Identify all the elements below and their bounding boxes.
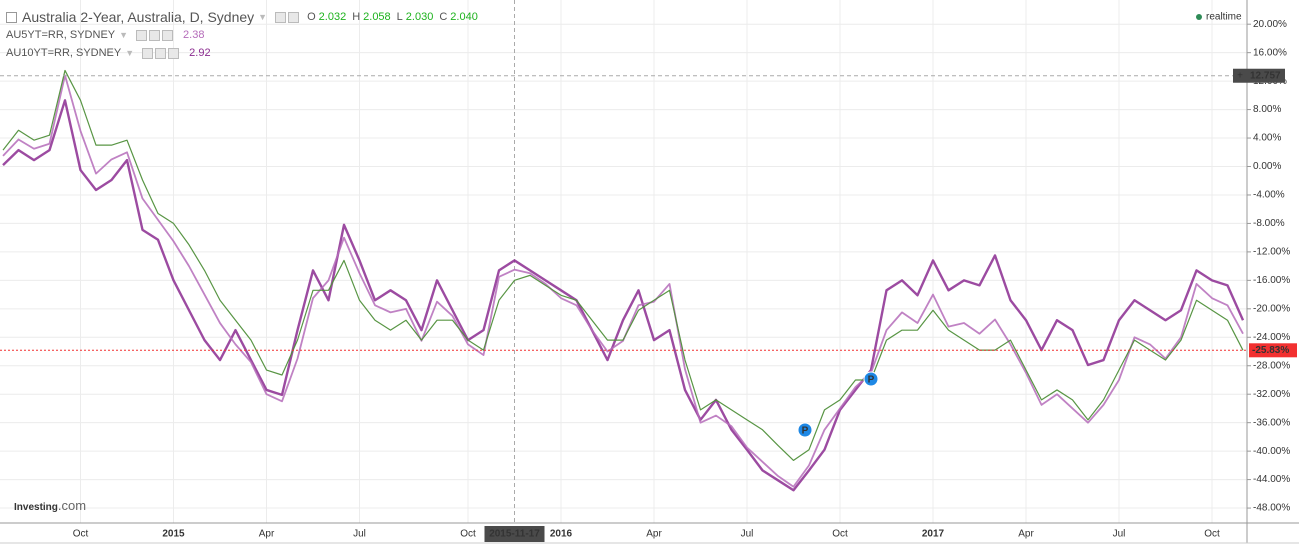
crosshair-x-label: 2015-11-17: [489, 529, 540, 540]
y-tick-label: 4.00%: [1253, 133, 1281, 144]
legend-row: Australia 2-Year, Australia, D, Sydney ▼ O…: [6, 8, 478, 26]
x-tick-label: Apr: [259, 529, 275, 540]
ohlc-value: 2.058: [363, 11, 391, 23]
crosshair-y-box: [1233, 68, 1285, 83]
last-value: 2.38: [183, 29, 205, 41]
legend-entry: AU5YT=RR, SYDNEY: [6, 29, 116, 41]
logo-suffix: .com: [58, 498, 86, 513]
x-tick-label: Jul: [1113, 529, 1126, 540]
y-tick-label: -8.00%: [1253, 218, 1285, 229]
y-tick-label: -48.00%: [1253, 503, 1290, 514]
y-tick-label: -20.00%: [1253, 303, 1290, 314]
series-line: [2, 99, 1245, 492]
dropdown-caret[interactable]: ▼: [258, 12, 268, 22]
y-tick-label: -4.00%: [1253, 190, 1285, 201]
y-tick-label: -28.00%: [1253, 360, 1290, 371]
dropdown-caret[interactable]: ▼: [125, 48, 135, 58]
legend-icon[interactable]: [168, 47, 180, 59]
y-tick-label: 20.00%: [1253, 19, 1287, 30]
logo-brand: Investing: [14, 502, 58, 513]
ohlc-key: L: [396, 11, 403, 23]
x-tick-label: Apr: [1018, 529, 1034, 540]
x-tick-label: Oct: [460, 529, 476, 540]
crosshair-x-box: [484, 526, 545, 542]
realtime-dot: [1196, 14, 1202, 20]
price-line: [2, 69, 1244, 461]
y-tick-label: -32.00%: [1253, 389, 1290, 400]
legend-row: AU5YT=RR, SYDNEY ▼ 2.38: [6, 26, 478, 44]
x-tick-label: Jul: [741, 529, 754, 540]
ohlc-key: C: [439, 11, 448, 23]
series-line: [2, 74, 1244, 488]
event-marker-label: P: [802, 426, 809, 437]
logo: Investing.com: [14, 498, 86, 513]
ohlc-value: 2.040: [450, 11, 478, 23]
x-tick-label: 2017: [922, 529, 945, 540]
collapse-button[interactable]: [6, 11, 17, 23]
y-tick-label: -24.00%: [1253, 332, 1290, 343]
x-tick-label: Oct: [1204, 529, 1220, 540]
y-tick-label: -36.00%: [1253, 417, 1290, 428]
x-tick-label: Oct: [832, 529, 848, 540]
y-tick-label: 0.00%: [1253, 161, 1281, 172]
legend-icon[interactable]: [288, 11, 300, 23]
legend-icon[interactable]: [149, 29, 161, 41]
current-value-box: [1249, 343, 1297, 358]
legend-icon[interactable]: [136, 29, 148, 41]
legend-icon[interactable]: [275, 11, 287, 23]
event-marker: [797, 422, 813, 438]
x-tick-label: 2016: [550, 529, 573, 540]
event-marker: [863, 371, 879, 387]
x-tick-label: Apr: [646, 529, 662, 540]
legend-row: AU10YT=RR, SYDNEY ▼ 2.92: [6, 44, 478, 62]
x-tick-label: Jul: [353, 529, 366, 540]
legend: Australia 2-Year, Australia, D, Sydney ▼ O…: [6, 8, 478, 62]
crosshair-y-label: 12.757: [1250, 70, 1281, 81]
x-tick-label: 2015: [162, 529, 185, 540]
plot-background: [0, 0, 1247, 523]
event-marker-label: P: [868, 375, 875, 386]
realtime-label: realtime: [1206, 12, 1242, 23]
ohlc-value: 2.030: [405, 11, 434, 23]
dropdown-caret[interactable]: ▼: [119, 30, 129, 40]
ohlc-key: H: [352, 11, 361, 23]
y-tick-label: -44.00%: [1253, 474, 1290, 485]
crosshair-plus: +: [1237, 70, 1243, 81]
legend-entry: Australia 2-Year, Australia, D, Sydney: [22, 9, 255, 25]
last-value: 2.92: [189, 47, 211, 59]
legend-entry: AU10YT=RR, SYDNEY: [6, 47, 122, 59]
ohlc-key: O: [307, 11, 316, 23]
y-tick-label: 16.00%: [1253, 47, 1287, 58]
y-tick-label: -16.00%: [1253, 275, 1290, 286]
legend-icon[interactable]: [155, 47, 167, 59]
y-tick-label: -12.00%: [1253, 247, 1290, 258]
y-tick-label: -40.00%: [1253, 446, 1290, 457]
legend-icon[interactable]: [162, 29, 174, 41]
legend-icon[interactable]: [142, 47, 154, 59]
x-tick-label: Oct: [73, 529, 89, 540]
y-tick-label: 8.00%: [1253, 104, 1281, 115]
current-value-label: -25.83%: [1252, 345, 1289, 356]
ohlc-value: 2.032: [318, 11, 347, 23]
